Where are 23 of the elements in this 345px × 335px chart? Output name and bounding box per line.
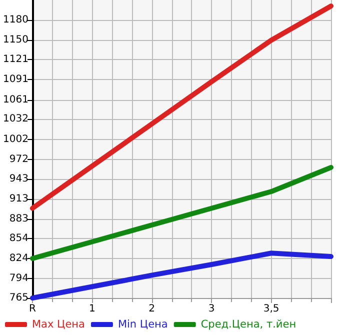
y-tick-label: 1002 — [2, 134, 28, 145]
y-tick-label: 1150 — [2, 34, 28, 46]
x-tick-label: 3,5 — [263, 304, 280, 314]
y-tick-label: 794 — [9, 273, 28, 284]
y-tick-label: 1091 — [2, 74, 28, 86]
y-tick-label: 854 — [9, 232, 28, 244]
x-tick-label: R — [28, 304, 36, 314]
y-tick-label: 1180 — [2, 14, 28, 26]
y-tick-label: 824 — [9, 252, 28, 264]
y-tick-label: 1032 — [2, 114, 28, 125]
x-tick-label: 2 — [148, 304, 156, 314]
y-tick-label: 883 — [9, 213, 28, 224]
x-tick-label: 1 — [88, 304, 96, 314]
y-tick-label: 943 — [9, 173, 28, 184]
y-tick-label: 765 — [9, 292, 28, 304]
y-tick-label: 1121 — [2, 54, 28, 66]
legend-label: Max Цена — [32, 318, 85, 330]
y-tick-label: 972 — [9, 154, 28, 165]
legend-label: Min Цена — [118, 318, 168, 330]
y-tick-label: 1061 — [2, 94, 28, 106]
x-tick-label: 3 — [208, 304, 215, 314]
legend-label: Сред.Цена, т.йен — [200, 318, 296, 330]
y-tick-label: 913 — [9, 193, 28, 204]
